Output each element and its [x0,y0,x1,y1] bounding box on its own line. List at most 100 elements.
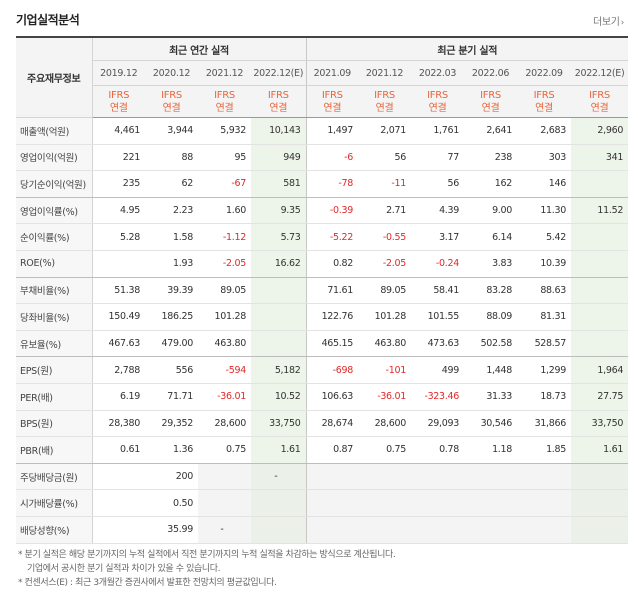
table-row: 시가배당률(%) 0.50 [16,489,629,517]
table-cell: -0.24 [411,250,465,278]
row-label: 부채비율(%) [16,277,93,305]
table-cell: 71.71 [145,383,198,411]
basis-standard: IFRS [108,89,130,101]
table-row: PBR(배) 0.61 1.36 0.75 1.61 0.87 0.75 0.78 1.18 1.… [16,436,629,464]
table-cell: 5,932 [198,117,251,145]
table-cell [305,516,359,544]
table-cell [571,303,629,331]
table-cell: -6 [305,144,359,172]
table-cell: 11.30 [517,197,572,225]
row-label: 시가배당률(%) [16,489,93,517]
table-cell: 9.00 [464,197,518,225]
table-cell: 81.31 [517,303,572,331]
table-cell: 3,944 [145,117,198,145]
table-cell: 11.52 [571,197,629,225]
table-cell [517,463,572,491]
table-cell: -323.46 [411,383,465,411]
table-cell: 28,380 [92,410,145,438]
basis-standard: IFRS [321,89,343,101]
table-cell: 2,683 [517,117,572,145]
table-cell: 502.58 [464,330,518,358]
basis-standard: IFRS [267,89,289,101]
more-link[interactable]: 더보기› [593,13,624,28]
table-row: 주당배당금(원) 200 - [16,463,629,491]
table-cell: 2,641 [464,117,518,145]
table-cell: 0.50 [145,489,198,517]
table-cell: 186.25 [145,303,198,331]
table-cell [251,277,307,305]
basis-standard: IFRS [533,89,555,101]
table-cell: 303 [517,144,572,172]
header-annual-group: 최근 연간 실적 [92,36,307,61]
table-cell: 10.52 [251,383,307,411]
footnotes: * 분기 실적은 해당 분기까지의 누적 실적에서 직전 분기까지의 누적 실적… [18,548,396,590]
basis-scope: 연결 [375,102,394,114]
row-label: 당기순이익(억원) [16,170,93,198]
row-label: 배당성향(%) [16,516,93,544]
table-cell [198,463,251,491]
table-cell: 528.57 [517,330,572,358]
basis-scope: 연결 [109,102,128,114]
table-cell: 88 [145,144,198,172]
table-cell: 28,674 [305,410,359,438]
table-cell [571,330,629,358]
table-cell: 949 [251,144,307,172]
basis-scope: 연결 [162,102,181,114]
table-row: 당기순이익(억원) 235 62 -67 581 -78 -11 56 162 146 [16,170,629,198]
table-cell: 16.62 [251,250,307,278]
table-cell: 463.80 [358,330,412,358]
table-cell: 0.61 [92,436,145,464]
table-cell: -2.05 [198,250,251,278]
period-header: 2019.12 [92,60,145,86]
table-cell: 1,761 [411,117,465,145]
table-cell [411,489,465,517]
table-cell: 29,352 [145,410,198,438]
accounting-basis-header: IFRS 연결 [411,85,465,118]
row-label: 유보율(%) [16,330,93,358]
table-cell: 18.73 [517,383,572,411]
row-label: 영업이익(억원) [16,144,93,172]
period-header: 2022.12(E) [251,60,307,86]
table-cell: 27.75 [571,383,629,411]
table-cell: 62 [145,170,198,198]
table-cell: 0.75 [198,436,251,464]
table-cell: -11 [358,170,412,198]
table-cell: 1,299 [517,356,572,384]
table-cell: 3.17 [411,223,465,251]
table-cell: -5.22 [305,223,359,251]
table-cell [517,489,572,517]
chevron-right-icon: › [620,18,625,28]
table-cell: 28,600 [198,410,251,438]
basis-standard: IFRS [480,89,501,101]
table-cell: 5.73 [251,223,307,251]
table-cell: 1.18 [464,436,518,464]
table-cell: 1.36 [145,436,198,464]
table-cell: -101 [358,356,412,384]
table-cell: 1,964 [571,356,629,384]
header-corner-label: 주요재무정보 [16,36,93,118]
accounting-basis-header: IFRS 연결 [198,85,251,118]
table-cell: 33,750 [571,410,629,438]
table-cell: 29,093 [411,410,465,438]
table-cell: 0.78 [411,436,465,464]
table-cell: 463.80 [198,330,251,358]
table-cell: 2,071 [358,117,412,145]
table-cell [251,303,307,331]
table-cell: 0.87 [305,436,359,464]
table-cell: -36.01 [198,383,251,411]
table-cell [464,489,518,517]
table-cell: 4,461 [92,117,145,145]
period-header: 2022.06 [464,60,518,86]
period-header: 2022.12(E) [571,60,629,86]
table-cell: 5.42 [517,223,572,251]
table-cell: 341 [571,144,629,172]
footnote: * 컨센서스(E) : 최근 3개월간 증권사에서 발표한 전망치의 평균값입니… [18,578,277,588]
table-cell: 221 [92,144,145,172]
table-cell: - [198,516,251,544]
table-cell [411,516,465,544]
table-cell: 39.39 [145,277,198,305]
row-label: 당좌비율(%) [16,303,93,331]
accounting-basis-header: IFRS 연결 [305,85,359,118]
table-cell: 2.23 [145,197,198,225]
